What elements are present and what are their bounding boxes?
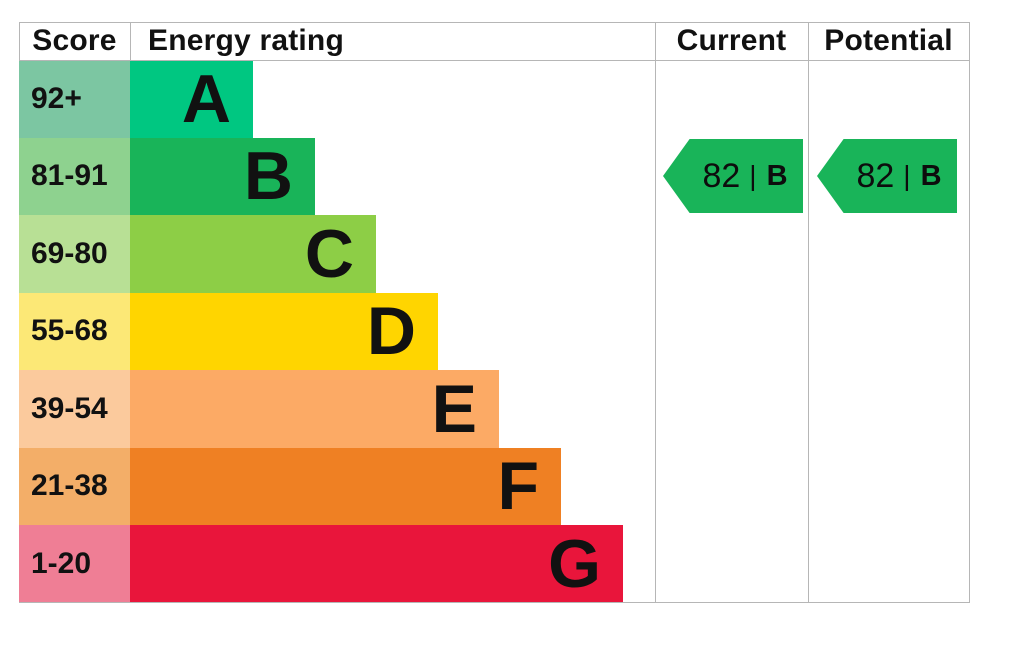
score-cell-c: 69-80 [19, 215, 130, 293]
header-bottom-border [19, 60, 970, 61]
band-letter-a: A [181, 60, 231, 137]
band-letter-d: D [366, 293, 416, 370]
band-row-c: 69-80 C [19, 215, 970, 293]
score-cell-e: 39-54 [19, 370, 130, 448]
potential-rating-band: B [920, 159, 942, 192]
potential-rating-separator: | [903, 160, 911, 191]
header-potential: Potential [808, 22, 969, 60]
energy-band-bar-d: D [130, 292, 438, 370]
energy-band-bar-g: G [130, 525, 623, 603]
header-energy-rating-label: Energy rating [148, 24, 344, 57]
score-range-d: 55-68 [31, 314, 108, 348]
score-range-a: 92+ [31, 81, 82, 115]
score-range-c: 69-80 [31, 236, 108, 270]
header-energy-rating: Energy rating [130, 22, 655, 60]
header-score-label: Score [32, 24, 117, 57]
energy-band-bar-a: A [130, 60, 253, 138]
band-letter-g: G [548, 525, 601, 602]
energy-band-bar-b: B [130, 137, 315, 215]
band-row-d: 55-68 D [19, 292, 970, 370]
energy-band-bar-f: F [130, 447, 561, 525]
current-rating-arrow: 82 | B [663, 139, 803, 213]
header-current-label: Current [676, 24, 787, 57]
band-row-e: 39-54 E [19, 370, 970, 448]
score-energy-divider [130, 22, 131, 61]
header-potential-label: Potential [824, 24, 953, 57]
table-top-border [19, 22, 970, 23]
potential-rating-arrow: 82 | B [817, 139, 957, 213]
score-cell-a: 92+ [19, 60, 130, 138]
score-range-f: 21-38 [31, 469, 108, 503]
energy-current-divider [655, 22, 656, 603]
score-range-e: 39-54 [31, 391, 108, 425]
current-potential-divider [808, 22, 809, 603]
score-range-g: 1-20 [31, 546, 92, 580]
band-row-g: 1-20 G [19, 525, 970, 603]
table-right-border [969, 22, 970, 603]
band-letter-c: C [304, 215, 354, 292]
band-row-b: 81-91 B [19, 137, 970, 215]
band-letter-e: E [431, 370, 477, 447]
header-left-border [19, 22, 20, 61]
energy-band-bar-c: C [130, 215, 376, 293]
header-current: Current [655, 22, 808, 60]
score-cell-b: 81-91 [19, 137, 130, 215]
score-cell-g: 1-20 [19, 525, 130, 603]
score-range-b: 81-91 [31, 159, 108, 193]
energy-band-bar-e: E [130, 370, 499, 448]
potential-rating-value: 82 [856, 156, 895, 195]
current-rating-separator: | [749, 160, 757, 191]
score-cell-f: 21-38 [19, 447, 130, 525]
band-row-f: 21-38 F [19, 447, 970, 525]
current-rating-value: 82 [702, 156, 741, 195]
score-cell-d: 55-68 [19, 292, 130, 370]
table-bottom-border [19, 602, 970, 603]
header-score: Score [19, 22, 130, 60]
band-letter-f: F [497, 448, 539, 525]
band-letter-b: B [243, 138, 293, 215]
current-rating-band: B [766, 159, 788, 192]
band-row-a: 92+ A [19, 60, 970, 138]
